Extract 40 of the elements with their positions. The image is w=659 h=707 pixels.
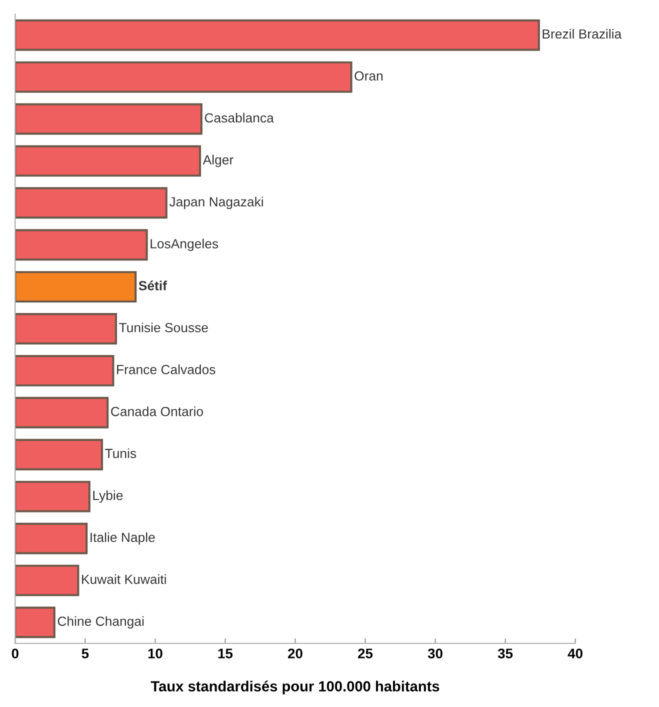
- y-tick-label: Tunisie Sousse: [119, 322, 208, 332]
- x-tick-label: 35: [498, 648, 513, 658]
- y-tick-label: Lybie: [93, 490, 123, 503]
- y-tick-label: France Calvados: [117, 364, 216, 374]
- x-axis-title: Taux standardisés pour 100.000 habitants: [150, 680, 440, 694]
- x-tick-label: 20: [288, 648, 302, 658]
- bar: [15, 229, 148, 261]
- y-tick-label: Canada Ontario: [111, 406, 203, 416]
- bar: [15, 564, 80, 596]
- x-tick-label: 25: [358, 648, 373, 658]
- bar: [15, 438, 104, 470]
- y-tick-label: LosAngeles: [150, 238, 218, 252]
- bar: [15, 522, 88, 554]
- y-tick-label: Brezil Brazilia: [542, 28, 622, 39]
- x-tick-label: 15: [218, 648, 233, 658]
- x-tick-label: 40: [568, 648, 582, 658]
- x-tick-label: 5: [82, 648, 89, 658]
- y-tick-label: Casablanca: [204, 112, 274, 123]
- bar: [15, 313, 118, 344]
- x-tick-label: 30: [428, 648, 442, 658]
- bar: [15, 103, 202, 135]
- y-tick-label: Sétif: [138, 280, 168, 290]
- y-tick-label: Japan Nagazaki: [169, 196, 263, 210]
- y-tick-label: Alger: [202, 154, 234, 168]
- y-tick-label: Oran: [354, 71, 383, 81]
- y-tick-label: Italie Naple: [90, 532, 155, 545]
- bar: [15, 606, 56, 638]
- y-tick-label: Tunis: [105, 448, 136, 458]
- bar: [15, 61, 352, 93]
- bar: [15, 187, 168, 219]
- bar: [15, 145, 202, 177]
- y-tick-label: Chine Changai: [58, 616, 144, 629]
- x-tick-label: 10: [148, 648, 162, 658]
- bar: [15, 271, 137, 303]
- bar: [15, 19, 540, 51]
- x-tick-label: 0: [12, 648, 18, 658]
- y-tick-label: Kuwait Kuwaiti: [82, 574, 166, 584]
- bar: [15, 480, 90, 512]
- bar: [15, 354, 114, 386]
- bar: [15, 396, 109, 428]
